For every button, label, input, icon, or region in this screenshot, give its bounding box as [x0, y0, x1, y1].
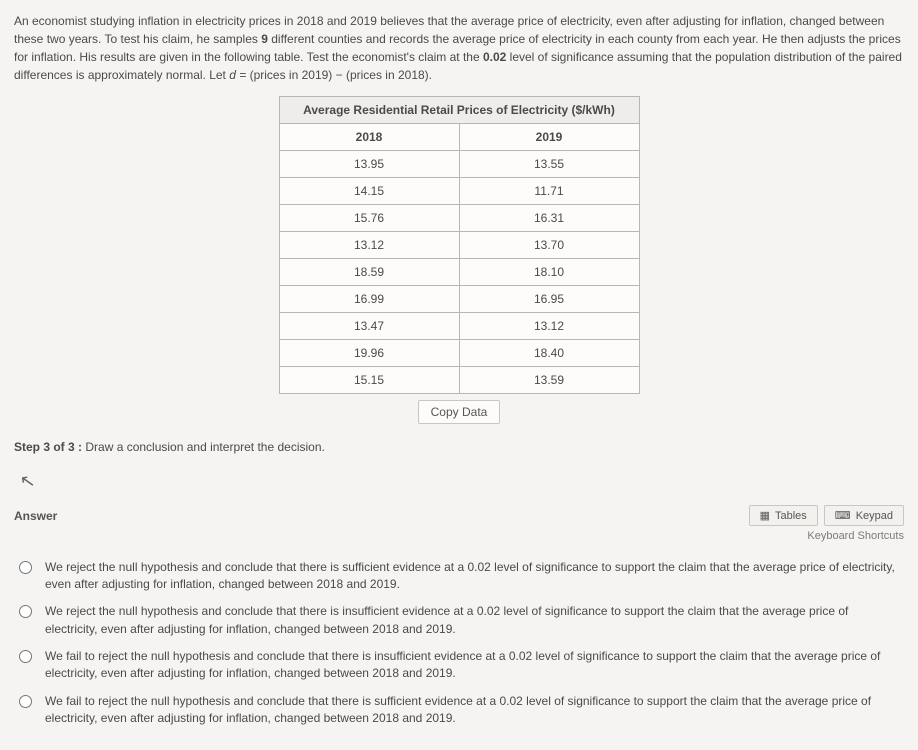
table-cell: 16.99 — [279, 286, 459, 313]
cursor-icon: ↖ — [18, 467, 38, 496]
tables-button[interactable]: ▦ Tables — [749, 505, 818, 526]
copy-data-button[interactable]: Copy Data — [418, 400, 501, 424]
table-cell: 14.15 — [279, 178, 459, 205]
d-definition: (prices in 2019) − (prices in 2018). — [250, 68, 432, 82]
tables-label: Tables — [775, 510, 807, 522]
step-label: Step 3 of 3 : — [14, 440, 82, 454]
answer-option: We fail to reject the null hypothesis an… — [14, 693, 904, 728]
table-cell: 18.40 — [459, 340, 639, 367]
table-row: 13.1213.70 — [279, 232, 639, 259]
table-row: 16.9916.95 — [279, 286, 639, 313]
col-2019: 2019 — [459, 124, 639, 151]
step-text: Draw a conclusion and interpret the deci… — [85, 440, 324, 454]
table-cell: 13.59 — [459, 367, 639, 394]
answer-option-label: We fail to reject the null hypothesis an… — [45, 693, 904, 728]
table-cell: 15.15 — [279, 367, 459, 394]
answer-option-label: We reject the null hypothesis and conclu… — [45, 603, 904, 638]
table-cell: 13.95 — [279, 151, 459, 178]
table-cell: 13.55 — [459, 151, 639, 178]
table-title: Average Residential Retail Prices of Ele… — [279, 97, 639, 124]
keypad-button[interactable]: ⌨ Keypad — [824, 505, 904, 526]
table-row: 13.9513.55 — [279, 151, 639, 178]
answer-option-label: We reject the null hypothesis and conclu… — [45, 559, 904, 594]
tables-icon: ▦ — [760, 509, 770, 522]
table-cell: 18.10 — [459, 259, 639, 286]
table-row: 14.1511.71 — [279, 178, 639, 205]
problem-text: An economist studying inflation in elect… — [14, 12, 904, 84]
table-cell: 19.96 — [279, 340, 459, 367]
table-cell: 13.70 — [459, 232, 639, 259]
table-cell: 15.76 — [279, 205, 459, 232]
table-cell: 18.59 — [279, 259, 459, 286]
keypad-label: Keypad — [856, 510, 893, 522]
table-row: 15.1513.59 — [279, 367, 639, 394]
table-cell: 16.95 — [459, 286, 639, 313]
table-cell: 16.31 — [459, 205, 639, 232]
answer-heading: Answer — [14, 507, 57, 525]
answer-option-label: We fail to reject the null hypothesis an… — [45, 648, 904, 683]
table-cell: 13.47 — [279, 313, 459, 340]
keyboard-shortcuts-link[interactable]: Keyboard Shortcuts — [14, 528, 904, 545]
table-row: 13.4713.12 — [279, 313, 639, 340]
answer-radio[interactable] — [19, 695, 32, 708]
let-d: d = — [229, 68, 246, 82]
table-row: 18.5918.10 — [279, 259, 639, 286]
answer-option: We reject the null hypothesis and conclu… — [14, 603, 904, 638]
alpha-level: 0.02 — [483, 50, 506, 64]
col-2018: 2018 — [279, 124, 459, 151]
table-row: 15.7616.31 — [279, 205, 639, 232]
table-cell: 13.12 — [279, 232, 459, 259]
step-line: Step 3 of 3 : Draw a conclusion and inte… — [14, 438, 904, 456]
data-table: Average Residential Retail Prices of Ele… — [279, 96, 640, 394]
keypad-icon: ⌨ — [835, 509, 851, 522]
answer-radio[interactable] — [19, 561, 32, 574]
answer-option: We reject the null hypothesis and conclu… — [14, 559, 904, 594]
answer-option: We fail to reject the null hypothesis an… — [14, 648, 904, 683]
answer-radio[interactable] — [19, 605, 32, 618]
answer-radio[interactable] — [19, 650, 32, 663]
table-row: 19.9618.40 — [279, 340, 639, 367]
sample-size: 9 — [261, 32, 268, 46]
table-cell: 13.12 — [459, 313, 639, 340]
table-cell: 11.71 — [459, 178, 639, 205]
